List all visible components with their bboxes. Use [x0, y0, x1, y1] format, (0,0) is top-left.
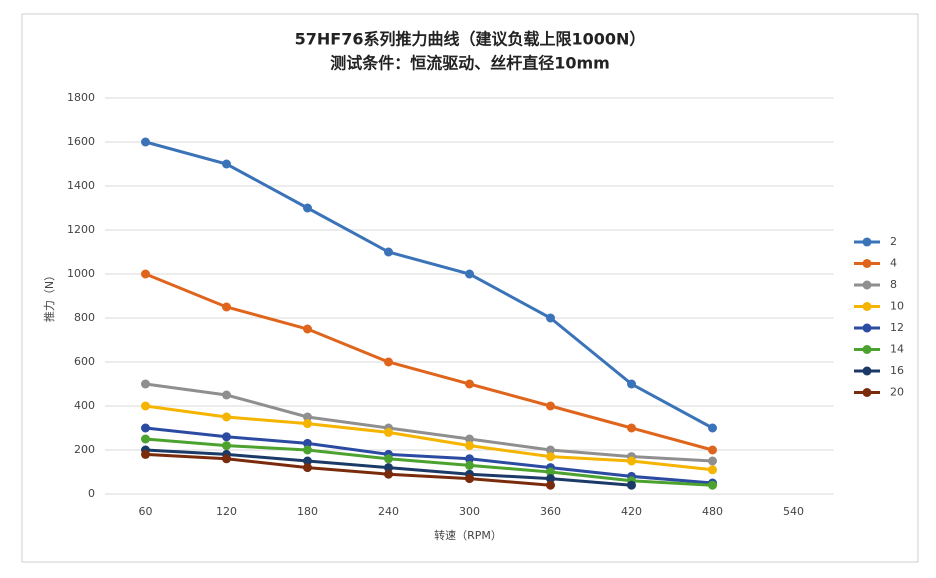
series-line — [145, 140, 714, 430]
y-tick-label: 0 — [88, 487, 95, 500]
y-tick-label: 200 — [74, 443, 95, 456]
legend-label: 16 — [890, 364, 904, 377]
data-point — [384, 427, 393, 437]
series-line — [145, 452, 551, 487]
legend-marker — [862, 280, 872, 290]
data-point — [222, 302, 231, 312]
y-tick-label: 1800 — [67, 91, 95, 104]
y-tick-label: 1200 — [67, 223, 95, 236]
data-point — [303, 456, 312, 466]
data-point — [141, 137, 150, 147]
data-point — [546, 474, 555, 484]
data-point — [627, 379, 636, 389]
legend-marker — [862, 323, 872, 333]
legend-label: 8 — [890, 278, 897, 291]
data-point — [303, 463, 312, 473]
data-point — [384, 247, 393, 257]
series-line — [145, 437, 713, 487]
legend-marker — [862, 388, 872, 397]
data-point — [384, 463, 393, 473]
data-point — [303, 419, 312, 429]
data-point — [222, 412, 231, 422]
series-line — [144, 272, 713, 452]
data-point — [546, 401, 555, 411]
data-point — [141, 401, 150, 411]
y-tick-label: 1600 — [67, 135, 95, 148]
data-point — [303, 438, 312, 448]
legend-marker — [862, 302, 872, 311]
legend-label: 20 — [890, 386, 904, 399]
data-point — [465, 474, 474, 484]
data-point — [384, 469, 393, 479]
series-line — [145, 404, 713, 472]
data-point — [303, 445, 312, 455]
legend-marker — [862, 259, 872, 268]
data-point — [141, 379, 150, 389]
series-line — [145, 382, 713, 463]
data-point — [465, 434, 474, 444]
data-point — [465, 460, 474, 470]
y-tick-label: 800 — [74, 311, 95, 324]
data-point — [303, 412, 312, 422]
data-point — [141, 449, 150, 459]
x-tick-label: 120 — [216, 505, 237, 518]
data-point — [465, 454, 474, 464]
data-point — [141, 269, 150, 279]
data-point — [222, 159, 231, 169]
y-tick-label: 400 — [74, 399, 95, 412]
series-line — [145, 426, 713, 485]
data-point — [384, 454, 393, 464]
chart-title: 57HF76系列推力曲线（建议负载上限1000N） — [295, 30, 646, 49]
legend-marker — [862, 345, 872, 354]
data-point — [708, 480, 717, 490]
data-point — [384, 357, 393, 367]
x-tick-label: 480 — [702, 505, 723, 518]
data-point — [303, 324, 312, 334]
data-point — [708, 465, 717, 475]
data-point — [627, 480, 636, 490]
chart-subtitle: 测试条件：恒流驱动、丝杆直径10mm — [330, 54, 610, 73]
legend-marker — [862, 366, 872, 376]
x-tick-label: 420 — [621, 505, 642, 518]
x-axis-label: 转速（RPM） — [434, 528, 502, 542]
data-point — [222, 432, 231, 442]
x-tick-label: 360 — [540, 505, 561, 518]
data-point — [141, 423, 150, 433]
x-tick-label: 300 — [459, 505, 480, 518]
legend-label: 12 — [890, 321, 904, 334]
data-point — [546, 313, 555, 323]
y-axis-label: 推力（N） — [42, 270, 56, 322]
legend-label: 14 — [890, 343, 904, 356]
data-point — [303, 203, 312, 213]
data-point — [708, 423, 717, 433]
data-point — [708, 445, 717, 455]
data-point — [222, 390, 231, 400]
x-tick-label: 240 — [378, 505, 399, 518]
legend-label: 2 — [890, 235, 897, 248]
y-tick-label: 1400 — [67, 179, 95, 192]
data-point — [708, 456, 717, 466]
data-point — [465, 269, 474, 279]
data-point — [627, 423, 636, 433]
data-point — [222, 441, 231, 451]
data-point — [465, 379, 474, 389]
x-tick-label: 60 — [139, 505, 153, 518]
data-point — [627, 456, 636, 466]
legend-marker — [862, 237, 872, 247]
data-point — [546, 467, 555, 477]
y-tick-label: 600 — [74, 355, 95, 368]
y-tick-label: 1000 — [67, 267, 95, 280]
x-tick-label: 540 — [783, 505, 804, 518]
data-point — [141, 434, 150, 444]
data-point — [546, 452, 555, 462]
data-point — [546, 445, 555, 455]
legend-label: 4 — [890, 257, 897, 270]
data-point — [546, 480, 555, 490]
x-tick-label: 180 — [297, 505, 318, 518]
legend-label: 10 — [890, 300, 904, 313]
data-point — [465, 441, 474, 451]
data-point — [222, 454, 231, 464]
